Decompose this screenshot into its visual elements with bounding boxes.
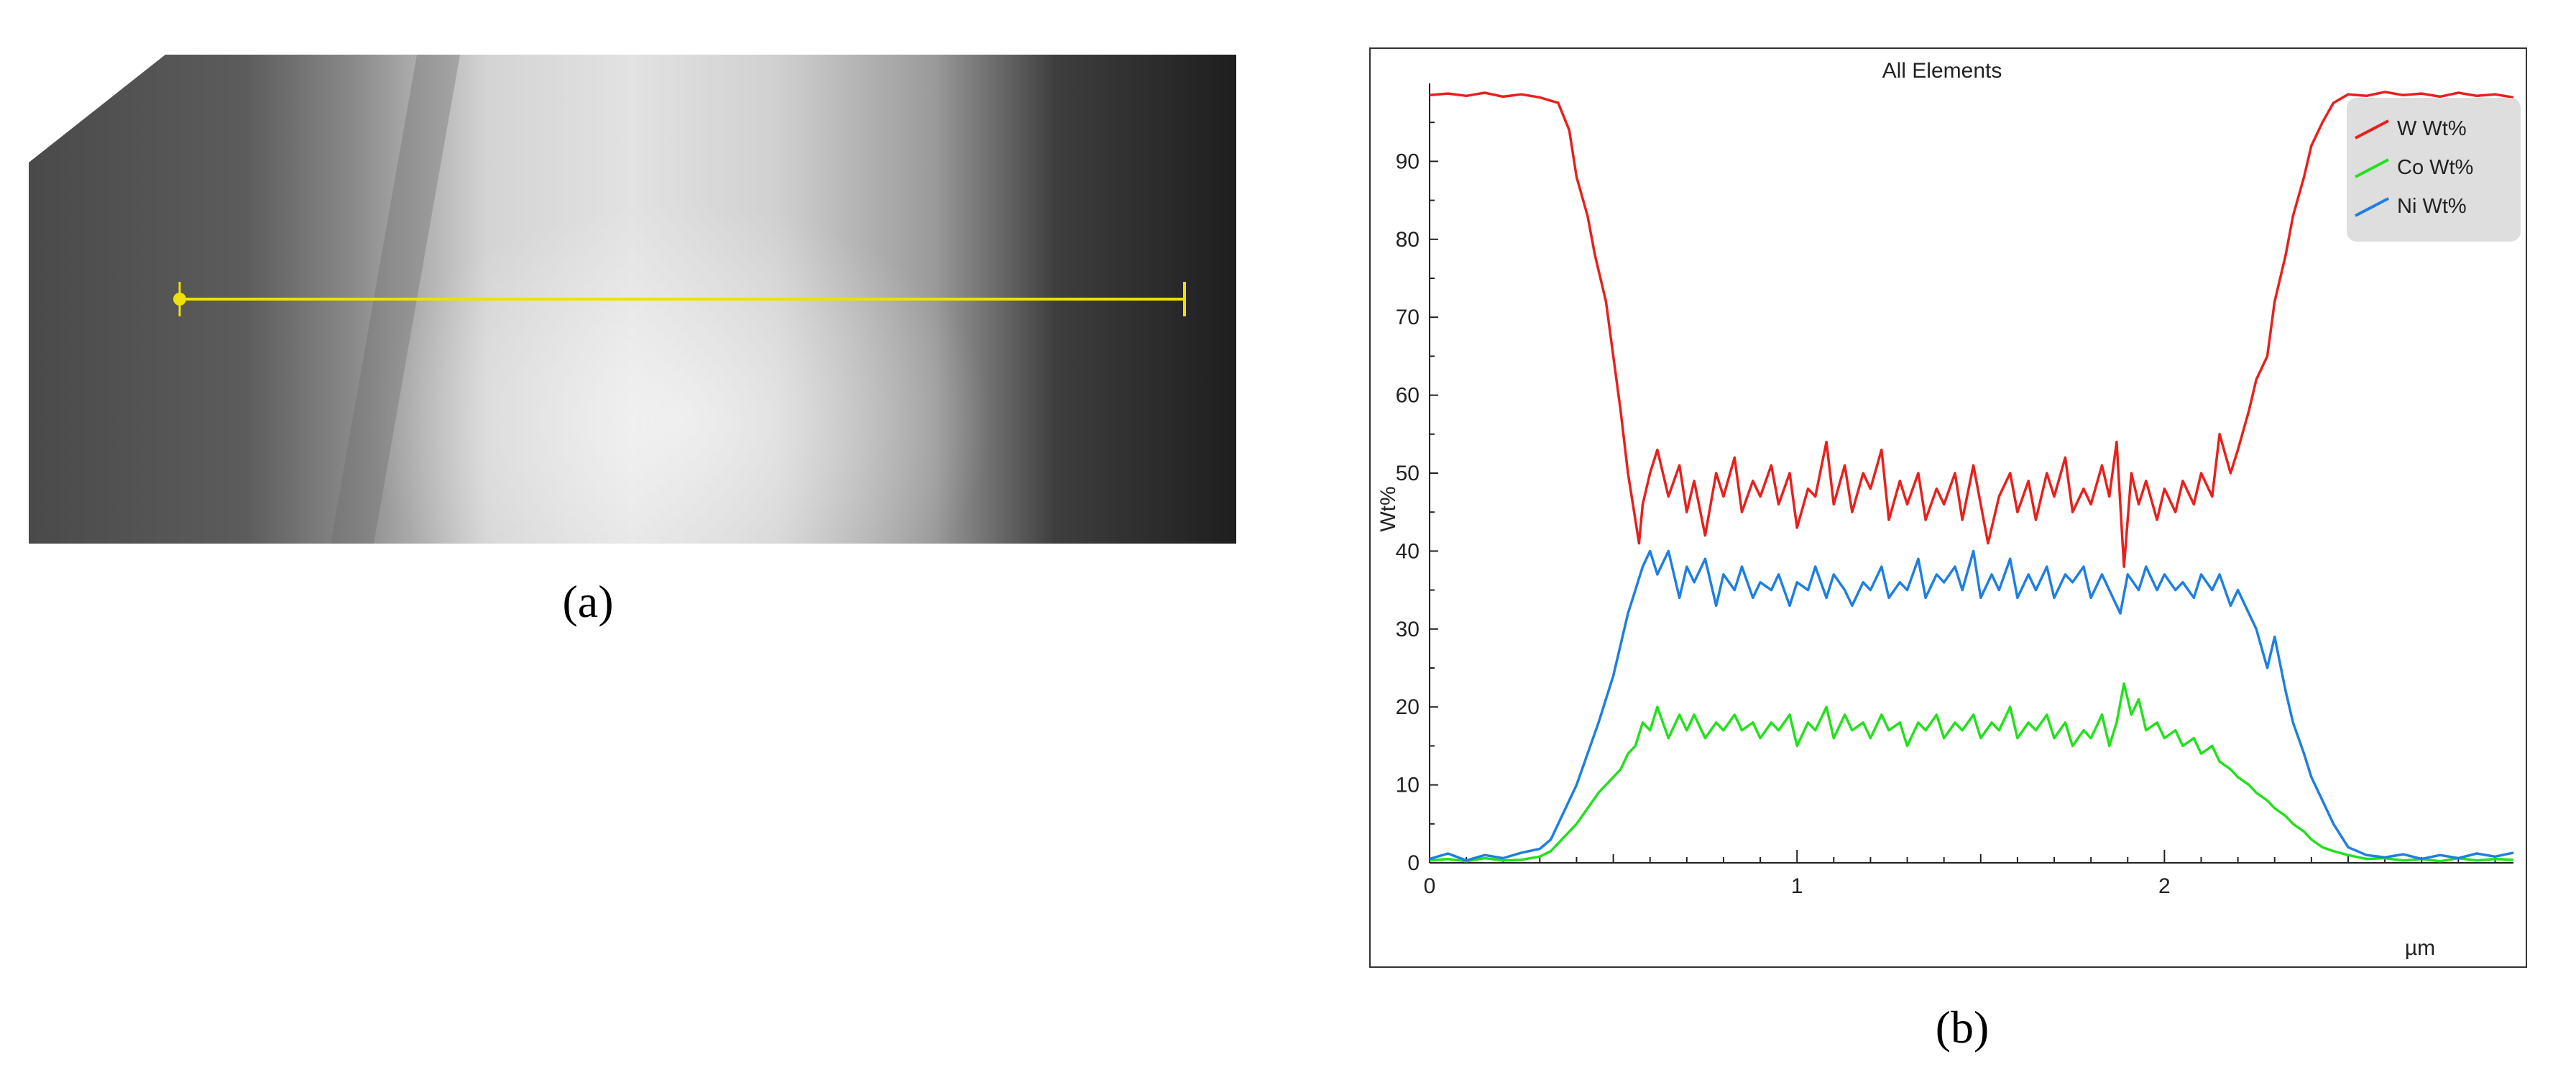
legend-swatch xyxy=(2355,158,2389,178)
x-tick-label: 2 xyxy=(2158,874,2171,898)
y-tick-label: 80 xyxy=(1396,228,1420,252)
y-tick-label: 50 xyxy=(1396,462,1420,485)
chart-title: All Elements xyxy=(1882,59,2002,83)
eds-line-chart: All Elements Wt% µm 0 10 20 30 40 50 60 70 80 90 0… xyxy=(1376,59,2521,960)
panel-label-b: (b) xyxy=(1935,1002,1990,1053)
y-tick-label: 70 xyxy=(1396,306,1420,329)
legend-label: Co Wt% xyxy=(2397,156,2473,179)
series-line-co xyxy=(1429,682,2514,863)
sem-micrograph xyxy=(29,55,1236,544)
y-tick-label: 90 xyxy=(1396,150,1420,173)
legend-box xyxy=(2347,98,2521,242)
y-tick-label: 0 xyxy=(1407,851,1420,875)
series-line-ni xyxy=(1429,549,2514,862)
y-tick-label: 30 xyxy=(1396,618,1420,641)
x-axis-label: µm xyxy=(2405,936,2435,960)
legend-label: Ni Wt% xyxy=(2397,195,2467,218)
y-tick-label: 10 xyxy=(1396,774,1420,797)
series-line-w xyxy=(1429,91,2514,568)
line-scan-start-dot xyxy=(173,293,186,306)
legend-swatch xyxy=(2355,197,2389,217)
y-tick-label: 60 xyxy=(1396,384,1420,408)
y-axis-label: Wt% xyxy=(1376,486,1400,531)
chart-frame: All Elements Wt% µm 0 10 20 30 40 50 60 70 80 90 0… xyxy=(1369,47,2527,968)
y-tick-label: 40 xyxy=(1396,539,1420,563)
panel-label-a: (a) xyxy=(562,576,614,627)
legend-swatch xyxy=(2355,119,2389,139)
x-tick-label: 1 xyxy=(1791,874,1803,898)
legend-label: W Wt% xyxy=(2397,117,2467,140)
y-tick-label: 20 xyxy=(1396,695,1420,719)
x-tick-label: 0 xyxy=(1424,874,1436,898)
